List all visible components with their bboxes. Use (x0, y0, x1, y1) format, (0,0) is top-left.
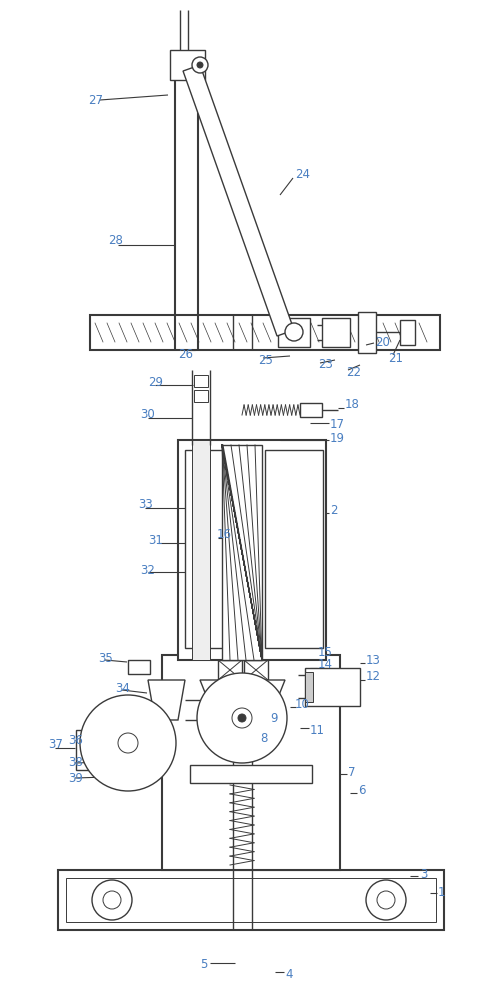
Text: 24: 24 (295, 168, 310, 182)
Text: 26: 26 (178, 349, 192, 361)
Text: 16: 16 (216, 528, 231, 542)
Text: 5: 5 (199, 958, 207, 972)
Circle shape (92, 880, 132, 920)
Bar (162, 655, 339, 870)
Text: 27: 27 (88, 94, 103, 106)
Text: 25: 25 (258, 354, 273, 366)
Text: 9: 9 (270, 712, 277, 724)
Text: 18: 18 (344, 398, 359, 412)
Bar (321, 318, 349, 347)
Circle shape (285, 323, 303, 341)
Bar (128, 660, 150, 674)
Text: 20: 20 (374, 336, 389, 349)
Bar (66, 878, 435, 922)
Bar (185, 450, 236, 648)
Text: 10: 10 (295, 698, 309, 712)
Polygon shape (183, 65, 294, 336)
Text: 38: 38 (68, 756, 83, 770)
Text: 14: 14 (317, 658, 332, 670)
Bar (221, 445, 262, 660)
Bar (170, 50, 204, 80)
Text: 12: 12 (365, 670, 380, 684)
Bar (58, 870, 443, 930)
Bar (399, 320, 414, 345)
Text: 35: 35 (98, 652, 113, 664)
Text: 7: 7 (347, 766, 355, 780)
Text: 2: 2 (329, 504, 337, 516)
Text: 6: 6 (357, 784, 365, 796)
Circle shape (118, 733, 138, 753)
Text: 21: 21 (387, 352, 402, 364)
Bar (305, 672, 313, 702)
Text: 33: 33 (138, 498, 152, 512)
Bar (90, 315, 439, 350)
Circle shape (376, 891, 394, 909)
Text: 8: 8 (260, 732, 267, 744)
Bar (193, 375, 207, 387)
Text: 28: 28 (108, 233, 123, 246)
Bar (278, 318, 310, 347)
Bar (108, 770, 140, 785)
Text: 11: 11 (310, 724, 324, 736)
Text: 1: 1 (437, 886, 444, 900)
Polygon shape (199, 680, 285, 730)
Text: 22: 22 (345, 365, 360, 378)
Bar (217, 660, 241, 680)
Text: 19: 19 (329, 432, 344, 444)
Text: 32: 32 (140, 564, 155, 576)
Circle shape (365, 880, 405, 920)
Circle shape (196, 673, 287, 763)
Text: 15: 15 (317, 646, 332, 658)
Circle shape (80, 695, 176, 791)
Polygon shape (148, 680, 185, 720)
Circle shape (237, 714, 245, 722)
Bar (305, 668, 359, 706)
Text: 3: 3 (419, 868, 426, 882)
Bar (300, 403, 321, 417)
Bar (178, 440, 325, 660)
Text: 36: 36 (68, 734, 83, 746)
Text: 13: 13 (365, 654, 380, 666)
Text: 17: 17 (329, 418, 344, 432)
Bar (76, 730, 94, 770)
Text: 39: 39 (68, 772, 83, 784)
Text: 30: 30 (140, 408, 154, 422)
Text: 23: 23 (317, 359, 332, 371)
Bar (193, 390, 207, 402)
Circle shape (196, 62, 202, 68)
Circle shape (103, 891, 121, 909)
Text: 34: 34 (115, 682, 130, 694)
Bar (357, 312, 375, 353)
Circle shape (191, 57, 207, 73)
Text: 31: 31 (148, 534, 162, 546)
Text: 4: 4 (285, 968, 292, 982)
Text: 29: 29 (148, 375, 163, 388)
Bar (243, 660, 268, 680)
Bar (108, 755, 140, 769)
Circle shape (231, 708, 252, 728)
Text: 37: 37 (48, 738, 63, 752)
Bar (265, 450, 322, 648)
Bar (189, 765, 312, 783)
Bar (191, 440, 209, 660)
